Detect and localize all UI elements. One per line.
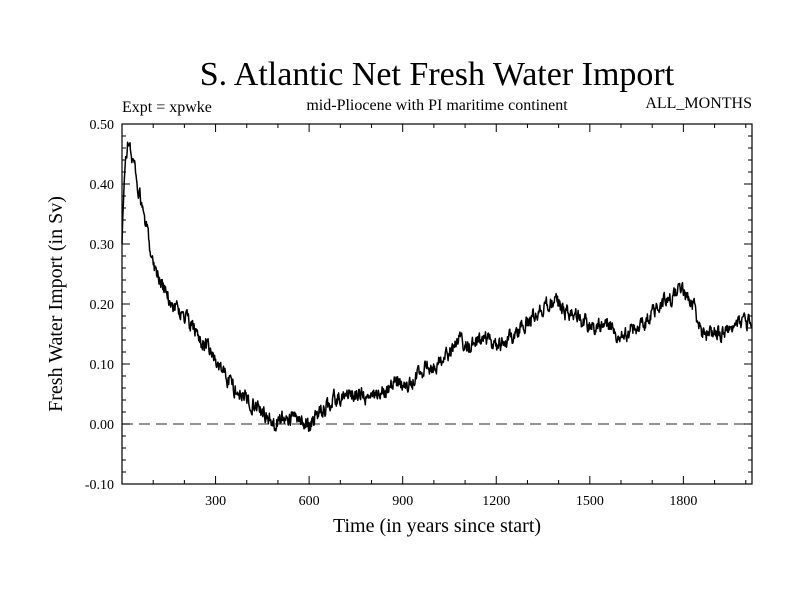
y-tick-label: 0.40 [90,178,115,193]
months-label: ALL_MONTHS [645,95,752,112]
y-tick-label: 0.10 [90,358,115,373]
y-tick-label: -0.10 [85,478,114,493]
y-tick-label: 0.00 [90,418,115,433]
y-axis-label: Fresh Water Import (in Sv) [45,196,67,412]
x-tick-label: 600 [299,494,320,509]
x-tick-label: 1500 [576,494,604,509]
x-tick-label: 1800 [669,494,697,509]
x-tick-label: 900 [392,494,413,509]
y-tick-label: 0.50 [90,118,115,133]
chart-subtitle: mid-Pliocene with PI maritime continent [306,97,568,114]
series-line [121,141,753,433]
expt-label: Expt = xpwke [122,99,212,116]
x-axis-label: Time (in years since start) [333,515,541,537]
x-tick-label: 1200 [482,494,510,509]
plot-frame [121,123,753,485]
x-tick-label: 300 [205,494,226,509]
y-tick-label: 0.30 [90,238,115,253]
y-tick-label: 0.20 [90,298,115,313]
chart-title: S. Atlantic Net Fresh Water Import [200,56,675,93]
